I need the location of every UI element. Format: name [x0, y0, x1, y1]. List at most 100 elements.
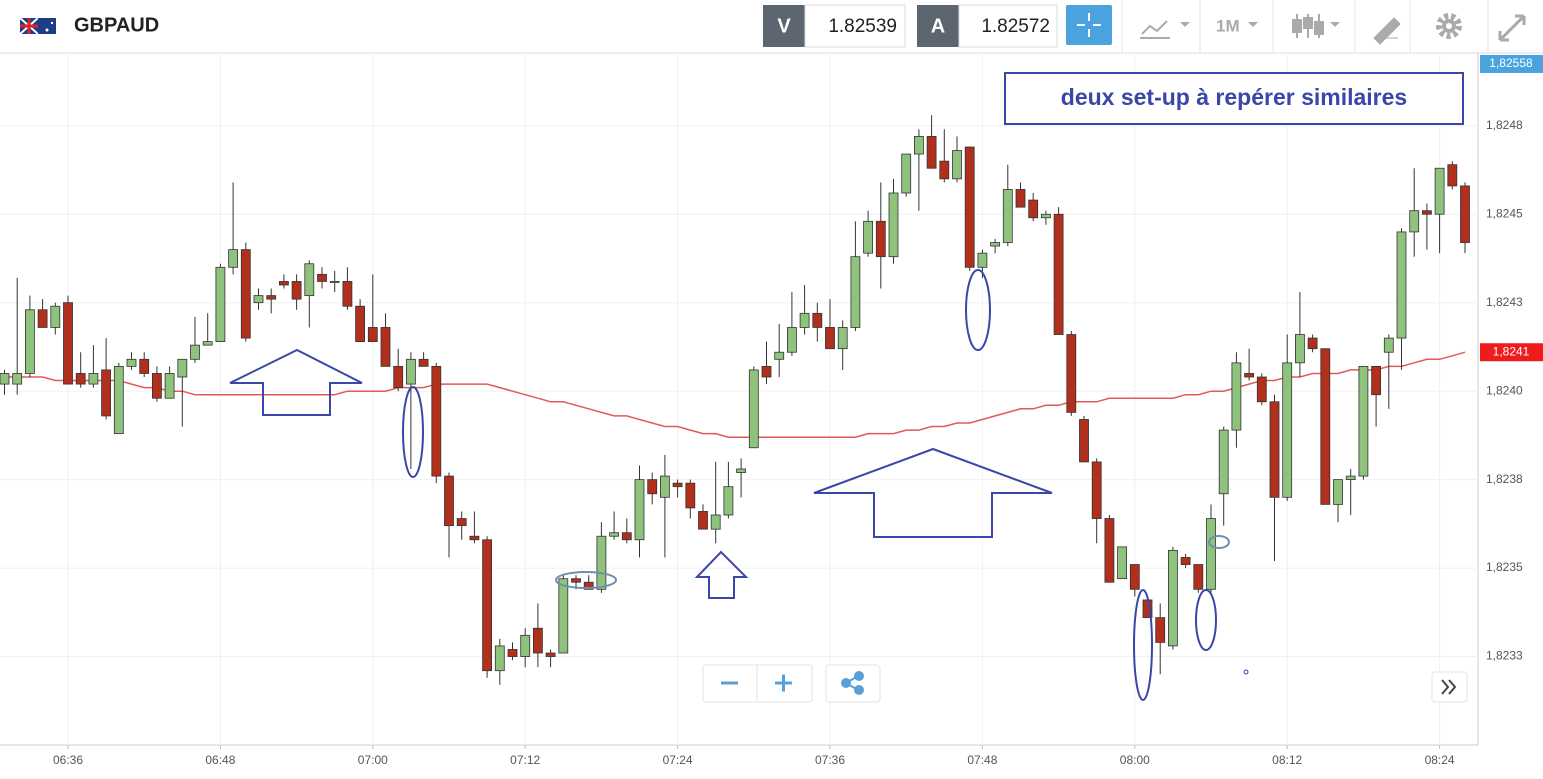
chart-type-button[interactable]	[1140, 20, 1190, 39]
candle-body	[418, 358, 429, 367]
ellipse	[402, 386, 424, 478]
candle-body	[1282, 362, 1293, 498]
symbol: GBPAUD	[74, 14, 159, 36]
candle-body	[190, 344, 200, 360]
ellipse	[1133, 589, 1153, 701]
candle-body	[952, 150, 962, 180]
candle-body	[634, 479, 645, 541]
timeframe[interactable]: 1M	[1216, 16, 1240, 35]
candle-body	[304, 263, 315, 297]
candle-body	[863, 220, 873, 254]
candle-body	[75, 373, 86, 385]
candle-body	[1002, 189, 1013, 243]
candle-body	[367, 327, 378, 343]
candle-body	[710, 514, 721, 530]
candle-body	[1460, 185, 1470, 243]
timeframe-caret	[1248, 22, 1258, 27]
candle-body	[253, 295, 264, 304]
candle-style-button[interactable]	[1292, 14, 1340, 38]
y-tick-label: 1,8238	[1486, 472, 1523, 486]
candle-body	[278, 281, 289, 286]
dot	[1243, 669, 1249, 675]
ellipse	[965, 269, 991, 351]
settings-button[interactable]	[1436, 13, 1462, 39]
arrow	[694, 550, 749, 599]
candle-body	[1383, 337, 1394, 353]
ellipse	[1195, 589, 1217, 651]
annotation-text: deux set-up à repérer similaires	[1061, 84, 1407, 110]
candle-body	[1371, 365, 1381, 396]
x-tick-label: 07:36	[815, 753, 845, 767]
x-tick-label: 07:24	[663, 753, 693, 767]
candle-body	[1307, 337, 1318, 350]
candle-body	[1066, 334, 1077, 413]
candle-body	[113, 365, 124, 435]
candle-body	[12, 373, 23, 385]
fullscreen-button[interactable]	[1498, 14, 1526, 42]
candle-body	[1129, 564, 1140, 590]
candle-body	[164, 373, 175, 399]
y-tick-label: 1,8240	[1486, 383, 1523, 397]
draw-tool-button[interactable]	[1373, 17, 1401, 45]
candle-body	[1422, 210, 1432, 215]
bid-price: 1.82539	[828, 16, 897, 37]
candle-body	[837, 327, 848, 350]
bid-box	[804, 4, 906, 48]
candle-body	[240, 249, 251, 339]
candle-body	[850, 256, 861, 328]
arrow	[813, 447, 1053, 538]
candle-body	[698, 511, 708, 530]
y-tick-label: 1,8245	[1486, 206, 1523, 220]
ellipse	[555, 571, 617, 589]
candle-body	[1447, 164, 1458, 187]
share-button[interactable]	[825, 664, 881, 703]
candle-body	[1358, 365, 1369, 477]
ma-badge	[1480, 343, 1543, 362]
x-tick-label: 08:24	[1425, 753, 1455, 767]
candle-body	[1269, 401, 1280, 498]
x-tick-label: 08:12	[1272, 753, 1302, 767]
crosshair-button[interactable]	[1066, 5, 1112, 45]
candle-body	[520, 634, 531, 657]
x-tick-label: 07:48	[967, 753, 997, 767]
candles	[0, 115, 1470, 685]
candle-body	[609, 532, 619, 537]
y-tick-label: 1,8243	[1486, 295, 1523, 309]
candle-body	[139, 358, 150, 374]
flag	[19, 17, 56, 35]
x-tick-label: 07:00	[358, 753, 388, 767]
candle-body	[926, 135, 937, 169]
candle-body	[88, 373, 99, 385]
candle-body	[1079, 419, 1089, 463]
candle-body	[482, 539, 493, 672]
candle-body	[215, 266, 226, 343]
candle-body	[672, 482, 683, 488]
candle-body	[431, 365, 442, 477]
candle-body	[37, 309, 48, 328]
candle-body	[1320, 348, 1331, 505]
candle-body	[444, 475, 454, 527]
candle-body	[0, 373, 10, 385]
candle-body	[1168, 549, 1178, 647]
candle-body	[1434, 167, 1445, 215]
ask-badge	[917, 5, 959, 47]
candle-body	[1117, 546, 1127, 580]
candle-body	[1396, 231, 1407, 339]
candle-body	[1180, 557, 1191, 565]
last-price-badge	[1480, 55, 1543, 73]
candle-body	[1333, 479, 1343, 505]
x-tick-label: 06:36	[53, 753, 83, 767]
candle-body	[736, 468, 746, 473]
candle-body	[1231, 362, 1242, 431]
candle-body	[1295, 334, 1305, 364]
candle-body	[469, 535, 480, 541]
x-tick-label: 08:00	[1120, 753, 1150, 767]
zoom-in[interactable]	[775, 674, 792, 692]
ask-box	[958, 4, 1058, 48]
candle-body	[939, 160, 950, 180]
candle-body	[50, 305, 61, 328]
ask-label: A	[931, 15, 945, 37]
last-price-label: 1,82558	[1489, 56, 1533, 70]
scroll-end-button[interactable]	[1431, 671, 1468, 703]
